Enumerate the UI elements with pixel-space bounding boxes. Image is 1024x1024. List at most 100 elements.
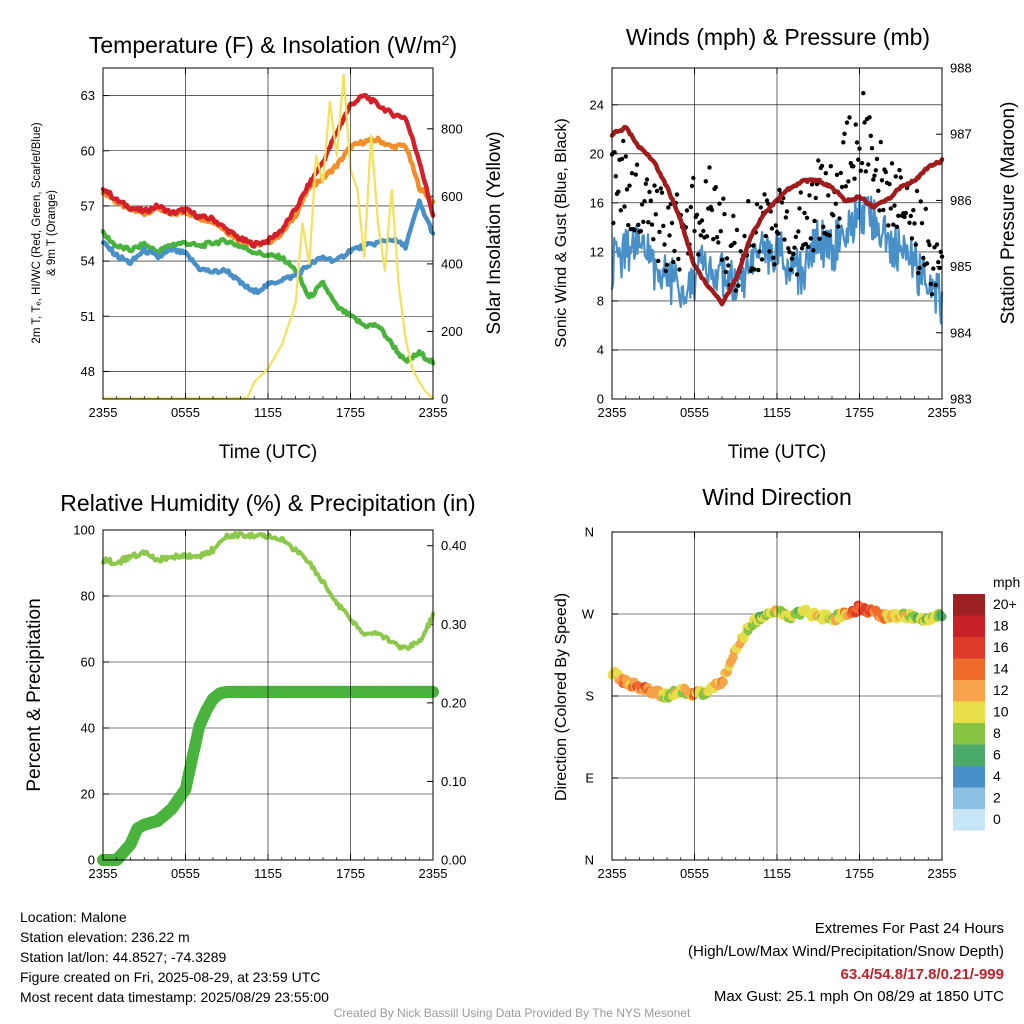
gust-point <box>888 206 893 211</box>
gust-point <box>861 91 866 96</box>
gust-point <box>934 242 940 247</box>
temp-y-tick-label: 54 <box>81 254 95 269</box>
gust-point <box>656 258 661 264</box>
gust-point <box>912 221 917 226</box>
wind-title: Winds (mph) & Pressure (mb) <box>626 24 930 50</box>
gust-point <box>664 262 670 268</box>
temp-y-tick-label: 57 <box>81 198 95 213</box>
gust-point <box>806 244 811 250</box>
legend-label: 0 <box>993 811 1001 827</box>
rh-y-tick-label: 60 <box>81 655 95 670</box>
latlon-text: Station lat/lon: 44.8527; -74.3289 <box>20 949 227 965</box>
gust-point <box>894 224 900 229</box>
max-gust-text: Max Gust: 25.1 mph On 08/29 at 1850 UTC <box>713 988 1004 1005</box>
gust-point <box>746 199 751 204</box>
gust-point <box>613 174 618 179</box>
gust-point <box>787 249 792 255</box>
rh-y2-tick-label: 0.30 <box>441 617 466 632</box>
gust-point <box>823 171 828 176</box>
gust-point <box>639 202 645 207</box>
legend-swatch <box>953 723 985 745</box>
gust-point <box>933 282 938 288</box>
temp-y-axis-label-2: & 9m T (Orange) <box>46 190 58 276</box>
temp-title-sup: 2 <box>442 32 450 48</box>
gust-point <box>642 199 647 204</box>
gust-point <box>676 256 681 262</box>
gust-point <box>814 181 820 187</box>
rh-y-tick-label: 80 <box>81 589 95 604</box>
gust-point <box>937 265 942 271</box>
temp-x-tick-label: 2355 <box>419 405 448 420</box>
wind-panel: 0 4 8 12 16 20 24 983 984 985 986 987 988 2355 0555 115… <box>553 24 1019 463</box>
credit-text: Created By Nick Bassill Using Data Provi… <box>333 1006 691 1020</box>
dir-y-tick-label: N <box>585 525 594 540</box>
gust-point <box>662 242 667 247</box>
gust-point <box>798 190 803 195</box>
dir-y-tick-label: N <box>585 853 594 868</box>
gust-point <box>718 229 723 234</box>
gust-point <box>634 162 640 167</box>
humidity-panel: 0 20 40 60 80 100 0.00 0.10 0.20 0.30 0.40 2355 0555… <box>24 490 476 881</box>
gust-point <box>772 262 777 267</box>
gust-point <box>709 207 715 213</box>
temp-y-axis-label-1: 2m T, Tₑ, HI/WC (Red, Green, Scarlet/Blu… <box>31 122 43 343</box>
gust-point <box>647 189 652 195</box>
wind-y2-tick-label: 986 <box>950 193 972 208</box>
rh-x-tick-label: 1755 <box>336 866 365 881</box>
gust-point <box>626 223 631 228</box>
gust-point <box>911 208 916 213</box>
gust-point <box>887 181 892 187</box>
gust-point <box>756 267 761 273</box>
gust-point <box>612 150 617 155</box>
gust-point <box>859 160 865 166</box>
elevation-text: Station elevation: 236.22 m <box>20 929 190 945</box>
gust-point <box>794 272 800 277</box>
rh-x-tick-label: 2355 <box>89 866 118 881</box>
gust-point <box>804 215 810 220</box>
gust-point <box>843 184 848 189</box>
gust-point <box>837 216 842 221</box>
dir-y-axis-label: Direction (Colored By Speed) <box>553 593 570 801</box>
gust-point <box>733 288 738 293</box>
gust-point <box>876 188 881 193</box>
gust-point <box>812 218 817 224</box>
dir-y-tick-label: S <box>585 689 594 704</box>
gust-point <box>734 227 740 233</box>
legend-label: 6 <box>993 747 1001 763</box>
gust-point <box>624 187 630 192</box>
gust-point <box>777 187 782 193</box>
legend-swatch <box>953 701 985 723</box>
gust-point <box>836 224 841 229</box>
gust-point <box>619 156 625 162</box>
temp-y2-tick-label: 800 <box>441 121 463 136</box>
wind-x-axis-label: Time (UTC) <box>728 442 827 463</box>
gust-point <box>917 265 922 271</box>
wind-y-tick-label: 16 <box>590 195 604 210</box>
wind-y-tick-label: 20 <box>590 146 604 161</box>
gust-point <box>649 222 655 227</box>
gust-point <box>636 222 641 227</box>
gust-point <box>724 256 730 261</box>
gust-point <box>927 242 932 248</box>
gust-point <box>916 270 921 276</box>
gust-point <box>924 261 930 266</box>
dir-title: Wind Direction <box>702 484 852 510</box>
gust-point <box>721 196 726 201</box>
temp-x-tick-label: 2355 <box>89 405 118 420</box>
gust-point <box>713 185 718 190</box>
gust-point <box>831 213 836 218</box>
gust-point <box>908 213 913 219</box>
created-text: Figure created on Fri, 2025-08-29, at 23… <box>20 969 321 985</box>
gust-point <box>874 156 880 162</box>
legend-swatch <box>953 744 985 766</box>
gust-point <box>691 175 696 181</box>
gust-point <box>736 283 741 288</box>
dir-x-tick-label: 0555 <box>680 866 709 881</box>
gust-point <box>632 228 637 233</box>
gust-point <box>629 171 635 176</box>
gust-point <box>757 249 762 254</box>
gust-point <box>819 163 825 169</box>
legend-label: 16 <box>993 639 1009 655</box>
gust-point <box>863 169 868 174</box>
